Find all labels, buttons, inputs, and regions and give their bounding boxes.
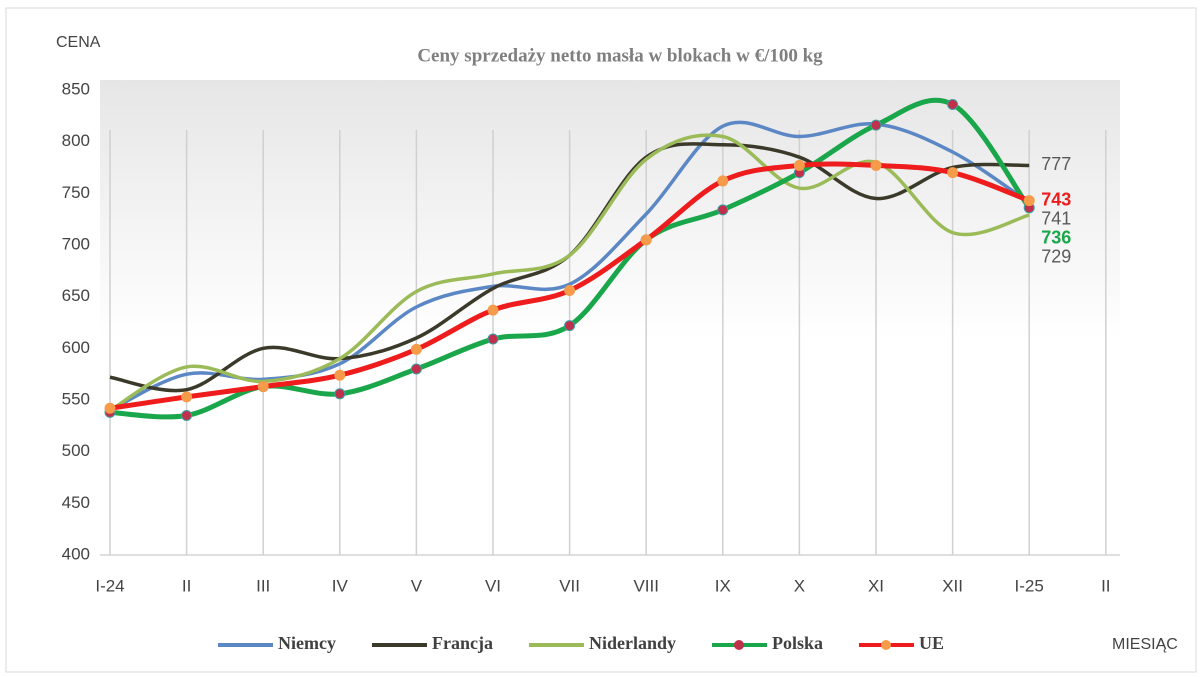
point-marker [104, 402, 116, 414]
y-tick-label: 600 [62, 338, 90, 357]
point-marker [947, 167, 959, 179]
y-tick-label: 650 [62, 286, 90, 305]
point-marker [947, 98, 959, 110]
plot-background [100, 80, 1120, 555]
y-axis-label: CENA [56, 34, 101, 51]
x-tick-label: X [794, 576, 805, 595]
point-marker [870, 119, 882, 131]
point-marker [410, 343, 422, 355]
point-marker [717, 204, 729, 216]
data-label: 777 [1041, 154, 1071, 174]
point-marker [334, 369, 346, 381]
point-marker [717, 175, 729, 187]
y-tick-label: 400 [62, 544, 90, 563]
y-tick-label: 700 [62, 234, 90, 253]
legend-label: Niemcy [278, 633, 336, 653]
point-marker [793, 159, 805, 171]
x-tick-label: III [256, 576, 270, 595]
chart-title: Ceny sprzedaży netto masła w blokach w €… [417, 45, 823, 66]
point-marker [1023, 195, 1035, 207]
legend-marker [733, 640, 744, 650]
x-tick-label: II [182, 576, 191, 595]
legend-label: Niderlandy [589, 633, 676, 653]
x-tick-label: IX [715, 576, 731, 595]
y-tick-label: 550 [62, 389, 90, 408]
x-tick-label: XI [868, 576, 884, 595]
point-marker [564, 320, 576, 332]
x-axis-label: MIESIĄC [1112, 636, 1178, 653]
y-tick-label: 500 [62, 441, 90, 460]
x-tick-label: II [1101, 576, 1110, 595]
legend-label: Francja [432, 633, 493, 653]
point-marker [334, 388, 346, 400]
y-tick-label: 450 [62, 493, 90, 512]
data-label: 736 [1041, 227, 1071, 247]
y-tick-label: 750 [62, 183, 90, 202]
legend-marker [881, 640, 891, 650]
x-tick-label: I-24 [95, 576, 124, 595]
legend-label: UE [919, 633, 944, 653]
point-marker [487, 304, 499, 316]
lines [104, 97, 1035, 421]
x-tick-label: IV [332, 576, 349, 595]
x-tick-label: VII [559, 576, 580, 595]
x-tick-label: I-25 [1015, 576, 1044, 595]
y-tick-label: 800 [62, 131, 90, 150]
data-label: 741 [1041, 208, 1071, 228]
x-tick-label: V [411, 576, 423, 595]
x-tick-label: XII [942, 576, 963, 595]
point-marker [181, 391, 193, 403]
point-marker [640, 234, 652, 246]
point-marker [410, 363, 422, 375]
x-tick-label: VI [485, 576, 501, 595]
legend: Niemcy Francja Niderlandy Polska UE [218, 633, 944, 653]
data-label: 729 [1041, 246, 1071, 266]
point-marker [181, 410, 193, 421]
point-marker [257, 381, 269, 393]
point-marker [564, 284, 576, 296]
point-marker [487, 333, 499, 345]
x-tick-label: VIII [633, 576, 659, 595]
data-label: 743 [1041, 189, 1071, 209]
legend-label: Polska [772, 633, 823, 653]
point-marker [870, 159, 882, 171]
y-tick-label: 850 [62, 79, 90, 98]
